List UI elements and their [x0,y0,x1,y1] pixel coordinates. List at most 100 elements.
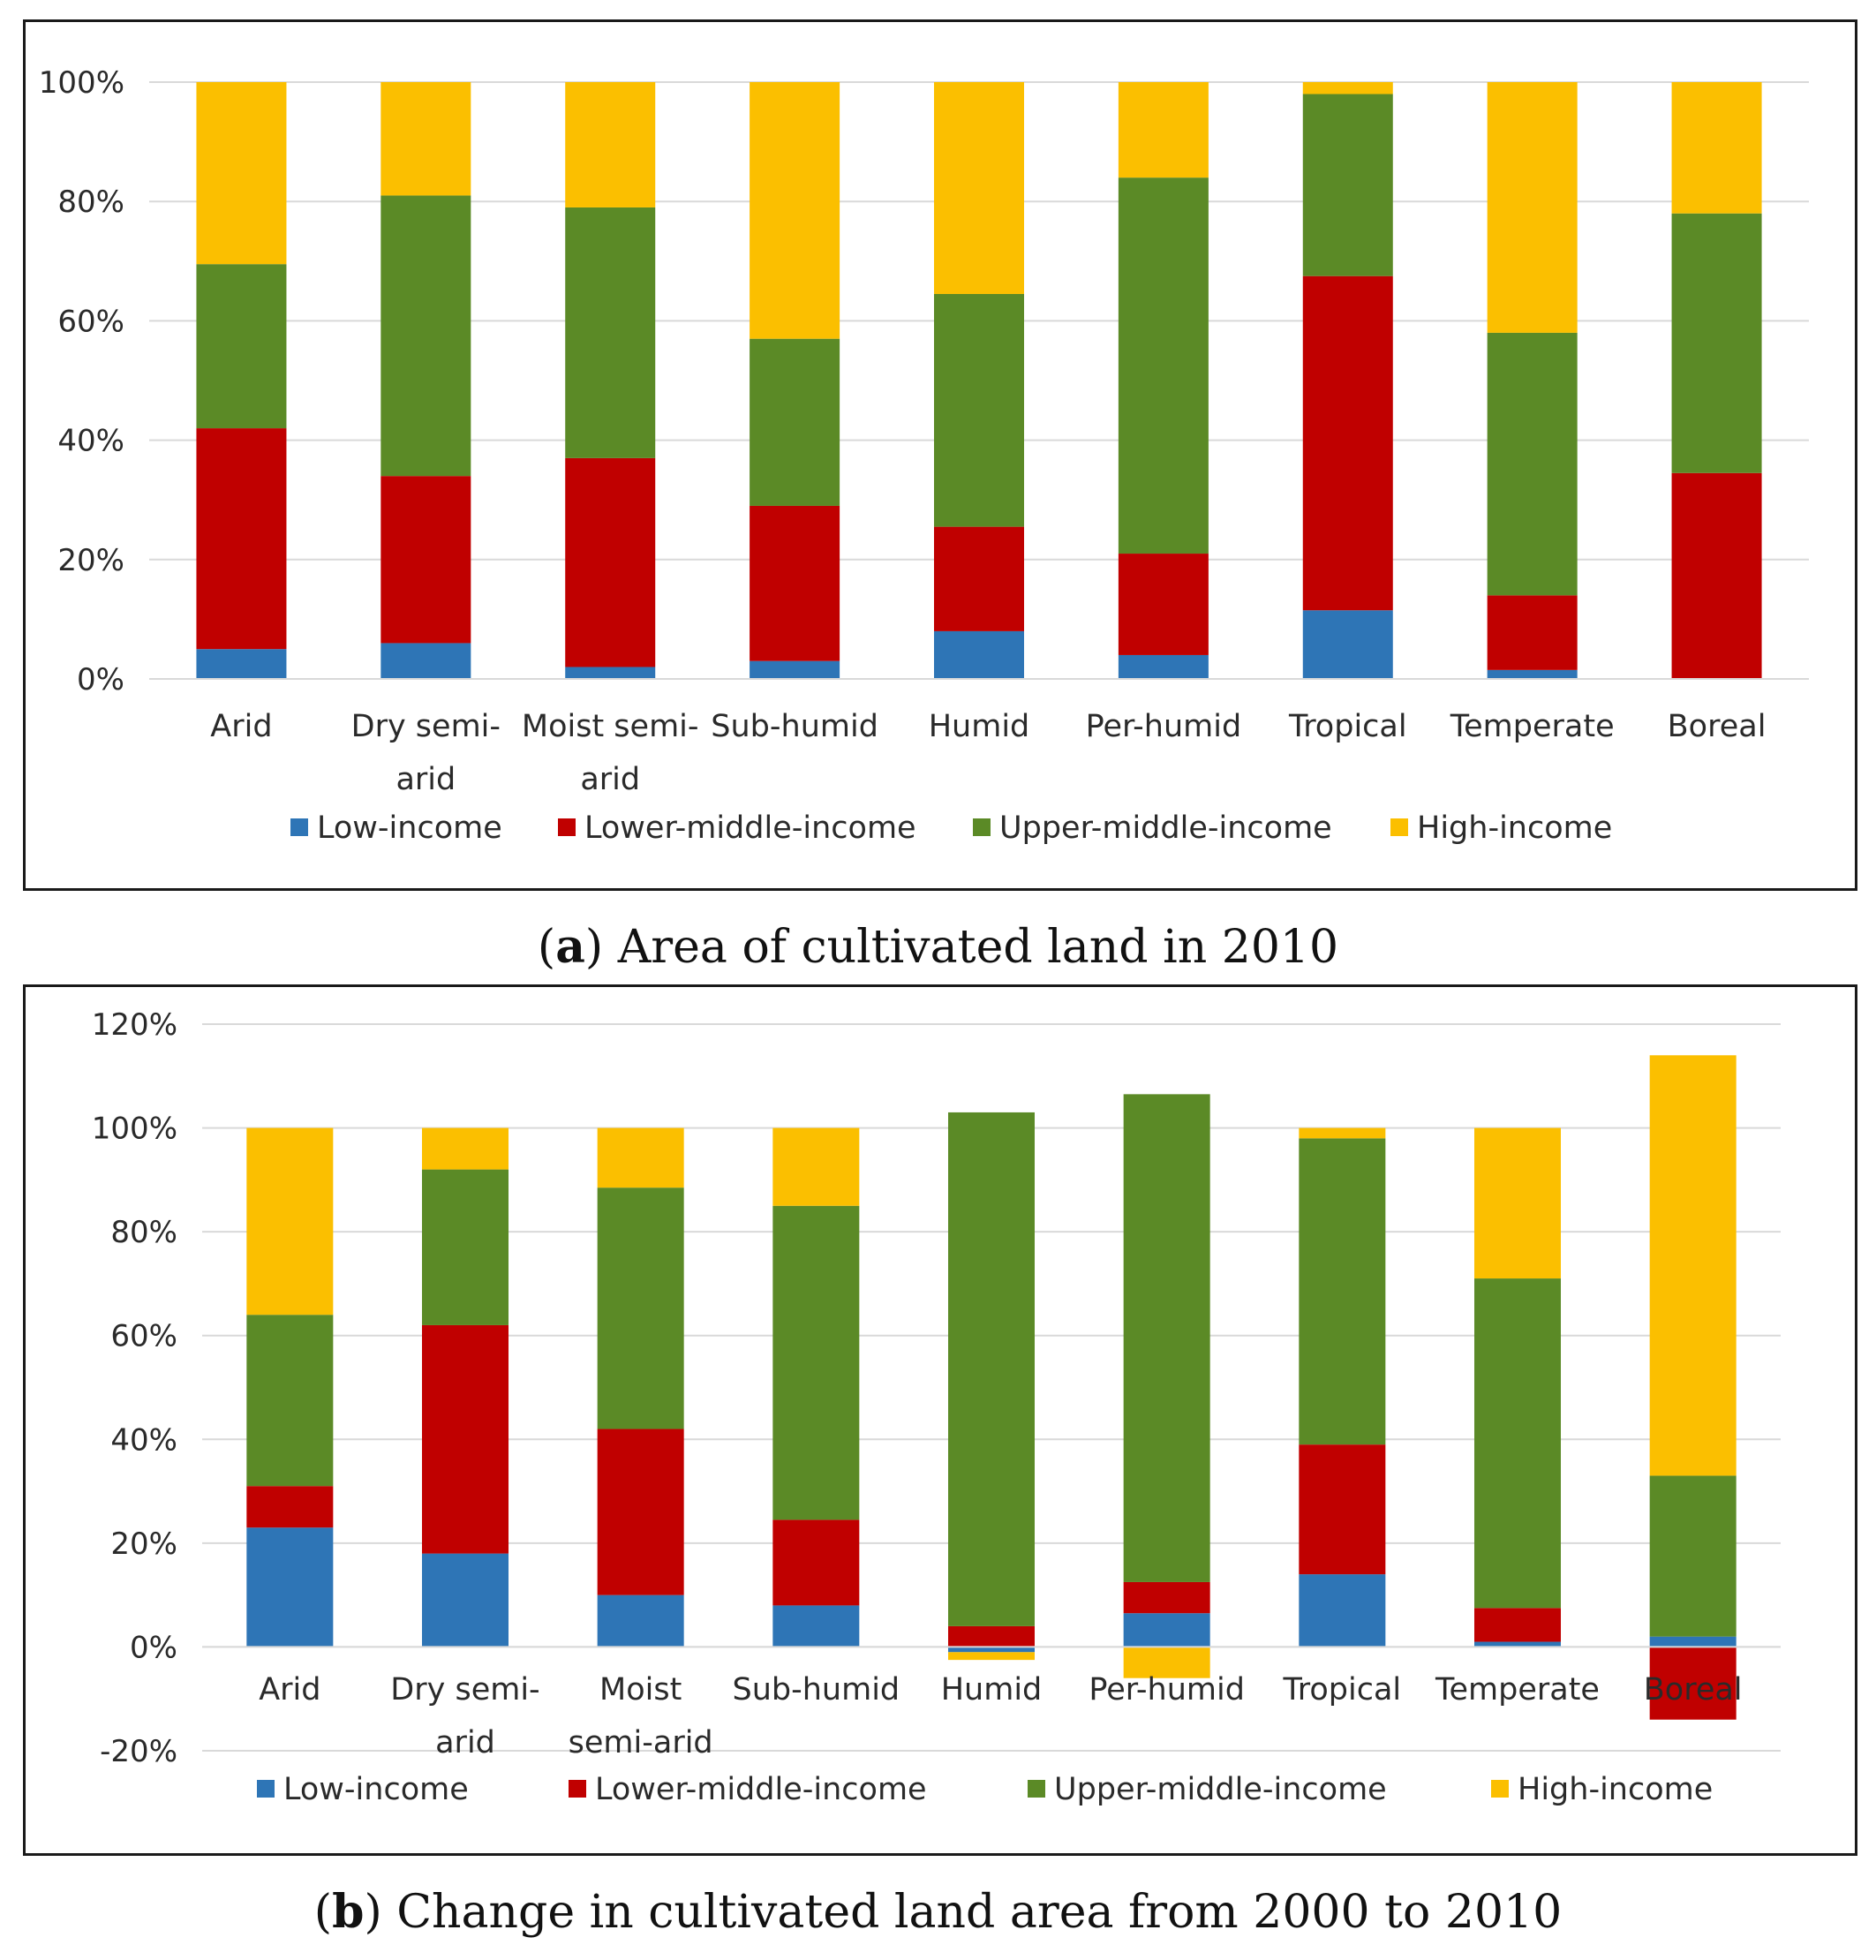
bar-a-0-0 [196,649,287,679]
bar-b-6-1 [1299,1444,1386,1575]
bar-b-5-3 [1123,1647,1210,1678]
x-tick-label-a-2-0: Moist semi- [522,709,699,744]
x-tick-label-b-1-1: arid [435,1725,495,1760]
x-tick-label-b-1-0: Dry semi- [390,1672,539,1707]
x-tick-label-a-6-0: Tropical [1288,709,1407,744]
bar-a-1-2 [380,195,471,477]
bar-b-5-2 [1123,1094,1210,1582]
x-tick-label-b-3-0: Sub-humid [733,1672,900,1707]
bar-b-0-1 [246,1486,334,1528]
bar-b-4-2 [948,1112,1035,1626]
y-tick-label-b-1: 0% [130,1630,177,1665]
x-tick-label-a-7-0: Temperate [1450,709,1615,744]
bar-a-3-0 [750,660,840,679]
x-tick-label-b-0-0: Arid [259,1672,320,1707]
x-tick-label-a-3-0: Sub-humid [711,709,878,744]
legend-swatch-a-0 [290,818,308,836]
bar-a-1-1 [380,476,471,644]
bar-b-0-3 [246,1127,334,1315]
legend-label-b-0: Low-income [283,1772,469,1807]
bar-a-7-2 [1487,332,1578,596]
bar-b-5-0 [1123,1613,1210,1647]
bar-a-4-0 [934,630,1024,679]
bar-b-3-2 [772,1205,860,1520]
bar-a-2-1 [565,457,656,667]
legend-label-b-3: High-income [1518,1772,1713,1807]
legend-swatch-a-2 [973,818,991,836]
bar-b-4-3 [948,1652,1035,1661]
y-tick-label-b-7: 120% [92,1007,177,1043]
bar-a-6-3 [1302,82,1393,94]
caption-b-text: Change in cultivated land area from 2000… [381,1886,1563,1939]
chart-panel-b: -20% 0% 20% 40% 60% 80% 100% 120% Arid Dry semi-a… [23,984,1857,1856]
bar-b-1-2 [422,1169,509,1325]
legend-label-a-0: Low-income [317,810,502,846]
bar-a-1-3 [380,82,471,196]
bar-b-1-3 [422,1127,509,1170]
y-tick-label-a-1: 20% [57,543,124,578]
legend-swatch-b-1 [569,1780,586,1798]
bar-b-8-2 [1649,1475,1737,1637]
x-tick-label-a-8-0: Boreal [1668,709,1767,744]
bar-a-5-1 [1118,554,1209,655]
x-tick-label-a-1-1: arid [396,762,456,797]
x-tick-label-a-4-0: Humid [929,709,1030,744]
x-tick-label-b-8-0: Boreal [1644,1672,1743,1707]
legend-label-b-1: Lower-middle-income [595,1772,927,1807]
bar-a-4-1 [934,526,1024,631]
bar-b-6-3 [1299,1127,1386,1139]
bar-a-8-3 [1671,82,1762,214]
x-tick-label-a-5-0: Per-humid [1086,709,1242,744]
bar-a-3-2 [750,338,840,506]
bar-a-3-1 [750,505,840,661]
legend-label-a-1: Lower-middle-income [584,810,916,846]
bar-a-3-3 [750,82,840,339]
y-tick-label-b-4: 60% [110,1319,177,1354]
bar-a-7-1 [1487,595,1578,670]
caption-a-text: Area of cultivated land in 2010 [603,921,1339,974]
bar-a-5-2 [1118,177,1209,554]
bar-b-7-1 [1474,1608,1561,1642]
x-tick-label-b-2-0: Moist [599,1672,682,1707]
y-tick-label-b-6: 100% [92,1112,177,1147]
legend-label-b-2: Upper-middle-income [1054,1772,1387,1807]
y-tick-label-a-2: 40% [57,424,124,459]
legend-swatch-a-1 [558,818,576,836]
x-tick-label-a-1-0: Dry semi- [351,709,501,744]
bar-a-0-1 [196,428,287,650]
bar-a-7-0 [1487,669,1578,679]
bar-a-0-3 [196,82,287,265]
bar-b-8-1 [1649,1647,1737,1720]
y-tick-label-a-5: 100% [39,65,124,101]
bar-a-4-2 [934,293,1024,527]
y-tick-label-b-2: 20% [110,1527,177,1562]
bar-b-4-0 [948,1647,1035,1653]
bar-b-7-3 [1474,1127,1561,1279]
legend-label-a-3: High-income [1417,810,1612,846]
chart-b-svg: -20% 0% 20% 40% 60% 80% 100% 120% Arid Dry semi-a… [92,1007,1781,1807]
x-tick-label-a-2-1: arid [580,762,640,797]
bar-a-7-3 [1487,82,1578,333]
bar-b-3-3 [772,1127,860,1206]
y-tick-label-a-4: 80% [57,185,124,220]
bar-b-4-1 [948,1625,1035,1647]
x-tick-label-b-6-0: Tropical [1283,1672,1402,1707]
caption-a-letter: a [555,920,585,974]
bar-a-5-0 [1118,654,1209,679]
x-tick-label-a-0-0: Arid [210,709,272,744]
y-tick-label-a-0: 0% [77,662,124,697]
bar-b-2-1 [597,1429,684,1595]
bar-a-1-0 [380,643,471,679]
bar-b-7-2 [1474,1278,1561,1609]
bar-a-2-2 [565,207,656,458]
legend-swatch-b-3 [1491,1780,1509,1798]
bar-b-8-3 [1649,1055,1737,1476]
bar-a-0-2 [196,264,287,429]
bar-b-0-0 [246,1527,334,1647]
bar-b-3-0 [772,1605,860,1647]
legend-swatch-b-0 [257,1780,275,1798]
bar-b-5-1 [1123,1581,1210,1614]
y-tick-label-b-3: 40% [110,1422,177,1458]
bar-b-7-0 [1474,1641,1561,1647]
caption-b-letter: b [332,1885,365,1939]
